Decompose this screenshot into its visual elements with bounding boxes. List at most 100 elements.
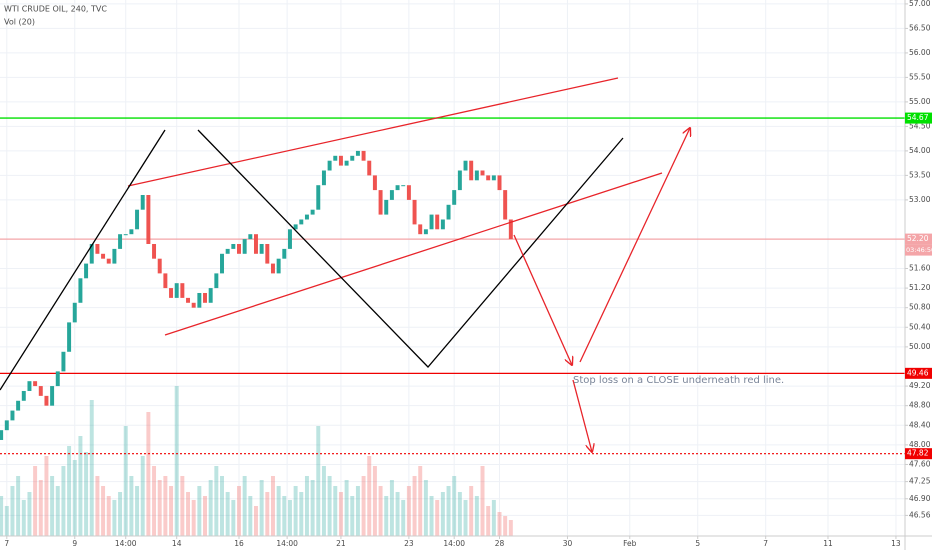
- level-label-box: [905, 112, 932, 124]
- candle-body: [118, 234, 123, 249]
- candle-body: [435, 214, 440, 230]
- volume-bar: [197, 486, 202, 536]
- candle-body: [401, 185, 406, 187]
- candle-body: [191, 302, 196, 308]
- y-tick-label: 46.90: [909, 494, 931, 503]
- volume-bar: [282, 496, 287, 536]
- x-tick-label: 28: [495, 539, 505, 548]
- volume-bar: [452, 476, 457, 536]
- candle-body: [67, 322, 72, 352]
- chart-subtitle: Vol (20): [4, 18, 35, 27]
- y-tick-label: 51.20: [909, 283, 931, 292]
- candle-body: [152, 243, 157, 259]
- candle-body: [55, 371, 60, 387]
- candle-body: [350, 155, 355, 161]
- volume-bar: [4, 506, 9, 536]
- candle-body: [38, 386, 43, 396]
- volume-bar: [146, 412, 151, 536]
- candle-body: [344, 160, 349, 166]
- candle-body: [78, 278, 83, 303]
- candle-body: [95, 243, 100, 254]
- y-tick-label: 50.00: [909, 342, 931, 351]
- level-label: 47.82: [907, 449, 929, 458]
- candle-body: [418, 224, 423, 235]
- candle-body: [503, 190, 508, 220]
- candle-body: [429, 214, 434, 230]
- volume-bar: [503, 516, 508, 536]
- candle-body: [254, 234, 258, 254]
- y-tick-label: 53.00: [909, 195, 931, 204]
- volume-bar: [84, 452, 89, 536]
- volume-bar: [129, 476, 134, 536]
- y-tick-label: 48.00: [909, 440, 931, 449]
- y-tick-label: 50.80: [909, 303, 931, 312]
- candle-body: [469, 160, 474, 181]
- volume-bar: [237, 486, 241, 536]
- candle-body: [50, 386, 55, 406]
- volume-bar: [508, 520, 513, 536]
- candle-body: [355, 150, 360, 156]
- y-tick-label: 50.40: [909, 322, 931, 331]
- volume-bar: [321, 466, 326, 536]
- volume-bar: [186, 492, 191, 536]
- volume-bar: [180, 476, 185, 536]
- volume-bar: [140, 456, 145, 536]
- candle-body: [16, 400, 21, 411]
- volume-bar: [480, 466, 485, 536]
- volume-bar: [38, 480, 43, 536]
- candle-body: [310, 209, 315, 215]
- candle-body: [10, 410, 15, 421]
- candle-body: [129, 229, 134, 235]
- volume-bar: [163, 476, 168, 536]
- volume-bar: [203, 496, 207, 536]
- candle-body: [457, 170, 462, 191]
- volume-bar: [123, 426, 128, 536]
- volume-bar: [316, 426, 321, 536]
- candle-body: [106, 258, 111, 264]
- candle-body: [27, 381, 32, 391]
- candle-body: [389, 190, 394, 200]
- candle-body: [446, 204, 451, 220]
- candle-body: [378, 190, 383, 215]
- candle-body: [463, 160, 468, 171]
- channel-upper: [127, 77, 619, 187]
- channel-lower: [164, 172, 663, 336]
- x-tick-label: 30: [563, 539, 573, 548]
- x-tick-label: 9: [72, 539, 77, 548]
- candle-body: [276, 258, 281, 274]
- volume-bar: [457, 492, 462, 536]
- candle-body: [486, 175, 491, 181]
- volume-bar: [61, 466, 66, 536]
- candle-body: [287, 229, 292, 249]
- y-tick-label: 48.40: [909, 420, 931, 429]
- volume-bar: [10, 486, 15, 536]
- trend-line: [197, 129, 624, 368]
- level-label-box: [905, 367, 932, 379]
- volume-bar: [191, 500, 196, 536]
- volume-bar: [367, 456, 372, 536]
- candle-body: [248, 234, 253, 240]
- volume-bar: [491, 500, 496, 536]
- volume-bar: [118, 492, 123, 536]
- trend-line: [0, 129, 166, 391]
- candle-body: [140, 194, 145, 210]
- x-tick-label: 21: [336, 539, 346, 548]
- volume-bar: [270, 476, 275, 536]
- candle-body: [220, 253, 224, 274]
- volume-bar: [27, 492, 32, 536]
- x-tick-label: 7: [763, 539, 768, 548]
- volume-bar: [67, 446, 72, 536]
- x-tick-label: 5: [695, 539, 700, 548]
- y-tick-label: 56.00: [909, 48, 931, 57]
- volume-bar: [16, 476, 21, 536]
- volume-bar: [446, 486, 451, 536]
- candle-body: [316, 185, 321, 210]
- volume-bar: [287, 500, 292, 536]
- y-tick-label: 48.80: [909, 401, 931, 410]
- candle-body: [0, 430, 4, 440]
- candle-body: [89, 243, 94, 264]
- candle-body: [299, 219, 304, 225]
- x-tick-label: 14: [172, 539, 182, 548]
- y-tick-label: 55.00: [909, 97, 931, 106]
- volume-bar: [389, 480, 394, 536]
